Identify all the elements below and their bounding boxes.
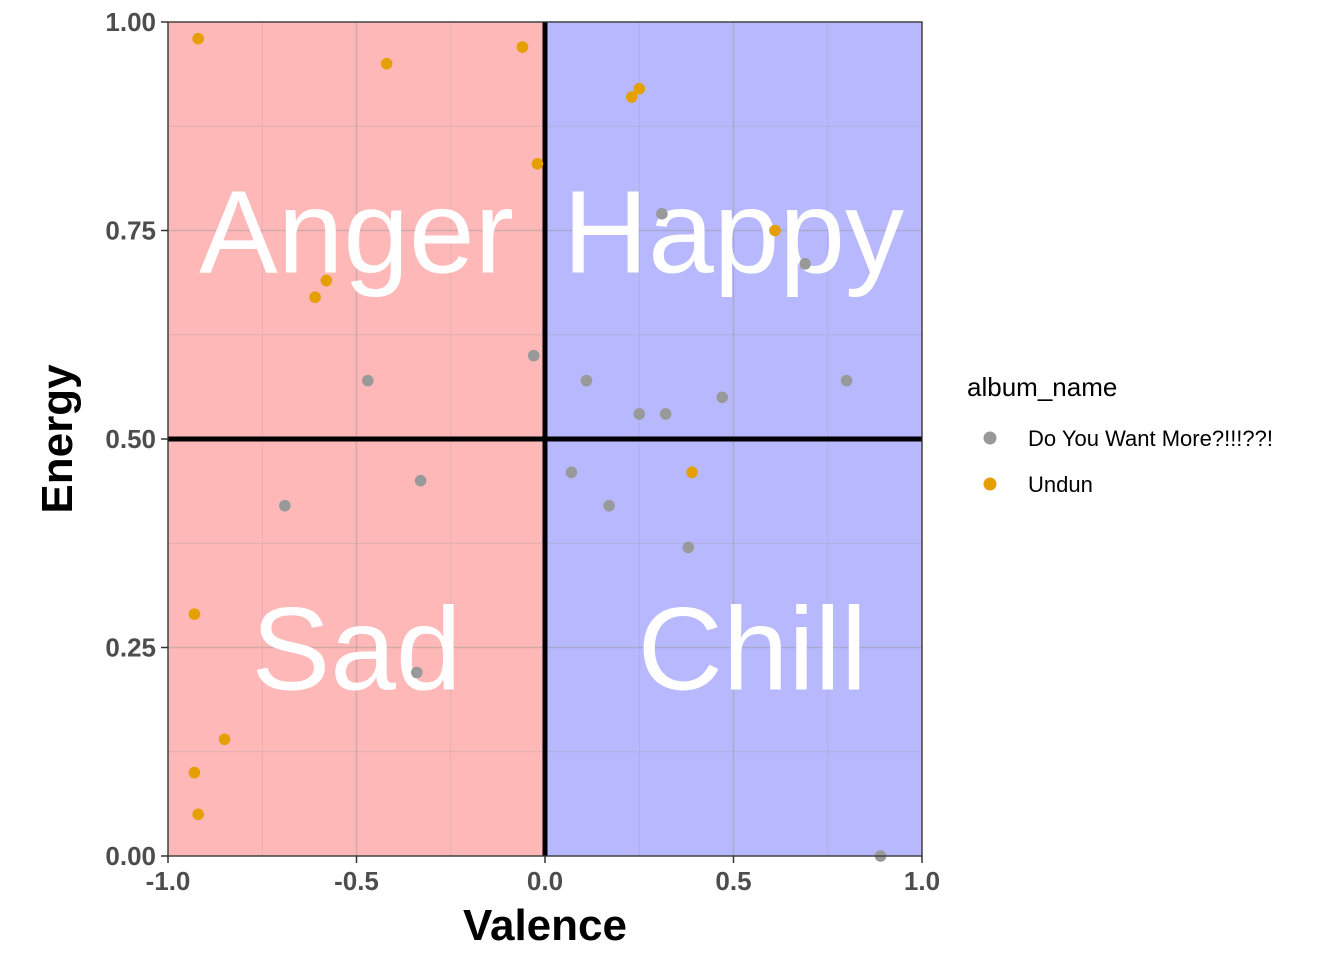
quadrant-label-happy: Happy <box>563 167 904 299</box>
data-point-series-1 <box>516 41 529 53</box>
quadrant-label-sad: Sad <box>252 584 462 716</box>
reference-lines <box>168 22 922 856</box>
data-point-series-1 <box>769 224 781 237</box>
legend-title: album_name <box>967 372 1117 402</box>
data-point-series-0 <box>580 374 593 387</box>
data-point-series-0 <box>279 499 291 512</box>
data-point-series-0 <box>603 499 615 512</box>
data-point-series-1 <box>192 808 204 821</box>
data-point-series-0 <box>682 541 695 554</box>
y-axis-title: Energy <box>33 364 82 514</box>
data-point-series-1 <box>320 274 333 287</box>
data-point-series-0 <box>362 374 374 387</box>
data-point-series-0 <box>527 349 540 362</box>
data-point-series-1 <box>633 82 646 95</box>
data-point-series-0 <box>656 208 668 220</box>
data-point-series-0 <box>411 666 423 679</box>
data-point-series-1 <box>192 32 204 45</box>
x-tick-label: -1.0 <box>146 866 191 896</box>
y-tick-label: 0.75 <box>105 216 156 246</box>
y-tick-label: 1.00 <box>105 7 156 37</box>
x-tick-label: 0.5 <box>715 866 751 896</box>
y-tick-label: 0.50 <box>105 424 156 454</box>
quadrant-label-chill: Chill <box>638 584 868 716</box>
data-point-series-0 <box>799 258 811 270</box>
data-point-series-0 <box>659 408 672 420</box>
y-tick-label: 0.25 <box>105 633 156 663</box>
legend-key-1 <box>983 477 997 491</box>
data-point-series-0 <box>840 374 853 387</box>
legend-key-0 <box>983 431 997 445</box>
data-point-series-1 <box>309 291 321 304</box>
data-point-series-1 <box>686 466 698 479</box>
legend: album_name Do You Want More?!!!??! Undun <box>967 372 1273 497</box>
data-point-series-0 <box>565 466 578 479</box>
data-point-series-1 <box>218 733 231 746</box>
data-points <box>188 32 887 862</box>
x-axis-title: Valence <box>463 901 627 950</box>
axis-ticks: -1.0 -0.5 0.0 0.5 1.0 0.00 0.25 0.50 0.75 1.00 <box>105 7 940 896</box>
data-point-series-0 <box>633 408 646 420</box>
x-tick-label: 1.0 <box>904 866 940 896</box>
data-point-series-0 <box>414 474 427 487</box>
data-point-series-1 <box>188 766 201 779</box>
legend-label-0: Do You Want More?!!!??! <box>1028 426 1273 451</box>
y-tick-label: 0.00 <box>105 841 156 871</box>
x-tick-label: 0.0 <box>527 866 563 896</box>
data-point-series-1 <box>625 91 638 103</box>
data-point-series-1 <box>531 157 544 170</box>
legend-label-1: Undun <box>1028 472 1093 497</box>
quadrant-label-anger: Anger <box>199 167 514 299</box>
data-point-series-0 <box>716 391 728 404</box>
data-point-series-1 <box>380 57 393 70</box>
quadrant-labels: Anger Happy Sad Chill <box>199 167 904 716</box>
x-tick-label: -0.5 <box>334 866 379 896</box>
data-point-series-1 <box>188 608 201 620</box>
